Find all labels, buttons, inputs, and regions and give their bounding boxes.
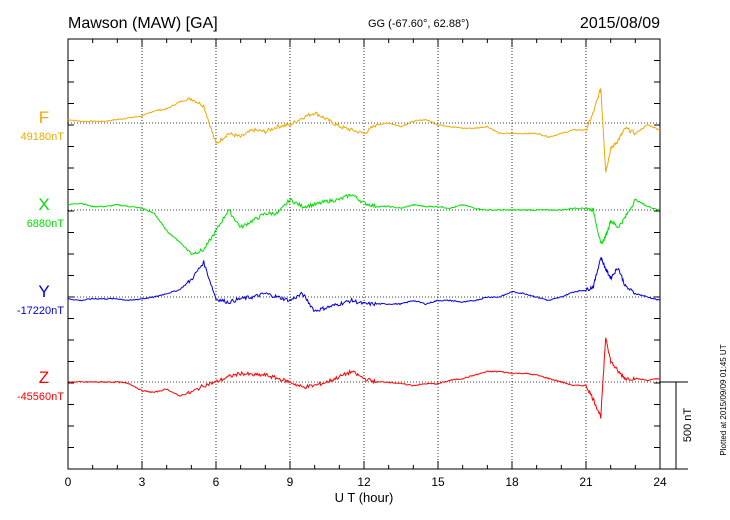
plot-frame [67,38,661,470]
station-coordinates: GG (-67.60°, 62.88°) [368,18,469,30]
series-baseline-x: 6880nT [27,218,65,230]
x-axis-label: U T (hour) [335,490,394,505]
series-baseline-z: -45560nT [17,391,64,403]
series-lines [67,88,661,419]
x-tick-label: 21 [579,475,593,489]
x-tick-label: 12 [357,475,371,489]
series-line-z [67,337,661,419]
x-tick-label: 0 [65,475,72,489]
series-baseline-y: -17220nT [17,305,64,317]
series-name-z: Z [39,368,49,387]
series-line-y [67,257,661,313]
x-tick-label: 9 [287,475,294,489]
series-name-x: X [38,195,49,214]
x-tick-label: 15 [431,475,445,489]
series-name-f: F [39,108,49,127]
plot-date: 2015/08/09 [580,15,660,32]
series-line-x [67,193,661,256]
scale-bar-label: 500 nT [682,408,694,443]
series-baseline-f: 49180nT [21,131,65,143]
plotted-at-note: Plotted at 2015/09/09 01:45 UT [719,344,728,455]
scale-bar: 500 nT [660,381,694,470]
axis-ticks: 0 3 6 9 12 15 18 21 24 [65,39,667,489]
x-tick-label: 18 [505,475,519,489]
grid [68,39,660,469]
series-line-f [67,88,661,173]
x-tick-label: 24 [653,475,667,489]
series-name-y: Y [38,282,49,301]
x-tick-label: 6 [213,475,220,489]
x-tick-label: 3 [139,475,146,489]
series-labels: F 49180nT X 6880nT Y -17220nT Z -45560nT [17,108,64,403]
station-title: Mawson (MAW) [GA] [68,15,218,32]
